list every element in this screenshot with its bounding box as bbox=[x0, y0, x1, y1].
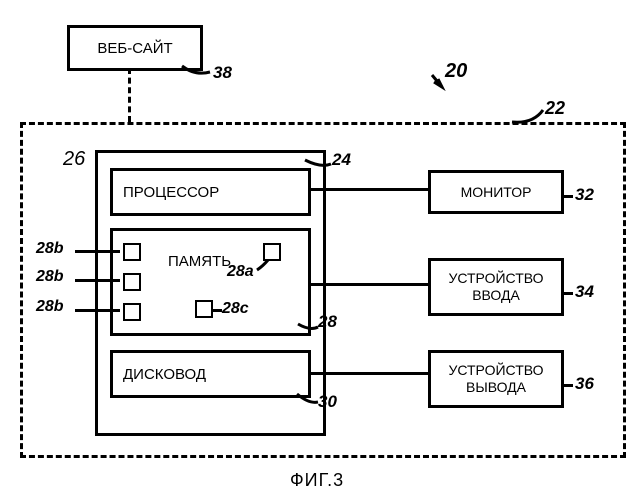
ref-monitor: 32 bbox=[575, 185, 594, 205]
memory-label: ПАМЯТЬ bbox=[168, 253, 231, 270]
website-connector bbox=[128, 68, 131, 122]
lead-28a bbox=[257, 258, 273, 272]
ref-28b-2: 28b bbox=[36, 268, 64, 286]
lead-input bbox=[561, 292, 573, 295]
lead-disk bbox=[294, 388, 322, 406]
figure-caption: ФИГ.3 bbox=[290, 470, 344, 491]
ref-28a: 28a bbox=[227, 263, 254, 281]
ref-output: 36 bbox=[575, 374, 594, 394]
lead-output bbox=[561, 384, 573, 387]
lead-28b-2 bbox=[75, 279, 120, 282]
monitor-label: МОНИТОР bbox=[461, 184, 532, 200]
conn-memory-input bbox=[308, 283, 428, 286]
diskdrive-label: ДИСКОВОД bbox=[123, 366, 206, 383]
ref-inner: 26 bbox=[63, 148, 85, 171]
input-label: УСТРОЙСТВО ВВОДА bbox=[431, 270, 561, 304]
lead-system bbox=[508, 110, 548, 130]
mem-item-b1 bbox=[123, 243, 141, 261]
lead-28c bbox=[212, 309, 222, 312]
ref-28b-3: 28b bbox=[36, 298, 64, 316]
ref-main-arrow bbox=[432, 75, 450, 93]
output-label: УСТРОЙСТВО ВЫВОДА bbox=[431, 362, 561, 396]
output-box: УСТРОЙСТВО ВЫВОДА bbox=[428, 350, 564, 408]
ref-input: 34 bbox=[575, 282, 594, 302]
lead-website bbox=[180, 58, 220, 80]
lead-28b-3 bbox=[75, 309, 120, 312]
lead-28b-1 bbox=[75, 250, 120, 253]
mem-item-b3 bbox=[123, 303, 141, 321]
processor-box: ПРОЦЕССОР bbox=[110, 168, 311, 216]
conn-processor-monitor bbox=[308, 188, 428, 191]
processor-label: ПРОЦЕССОР bbox=[123, 184, 219, 201]
monitor-box: МОНИТОР bbox=[428, 170, 564, 214]
mem-item-c bbox=[195, 300, 213, 318]
lead-monitor bbox=[561, 195, 573, 198]
ref-28b-1: 28b bbox=[36, 240, 64, 258]
figure-canvas: 20 ВЕБ-САЙТ 38 22 24 26 ПРОЦЕССОР ПАМЯТЬ… bbox=[0, 0, 642, 500]
mem-item-b2 bbox=[123, 273, 141, 291]
diskdrive-box: ДИСКОВОД bbox=[110, 350, 311, 398]
ref-system: 22 bbox=[545, 98, 565, 119]
conn-disk-output bbox=[308, 372, 428, 375]
website-label: ВЕБ-САЙТ bbox=[97, 40, 172, 57]
input-box: УСТРОЙСТВО ВВОДА bbox=[428, 258, 564, 316]
lead-memory bbox=[296, 317, 322, 333]
ref-28c: 28c bbox=[222, 300, 249, 318]
